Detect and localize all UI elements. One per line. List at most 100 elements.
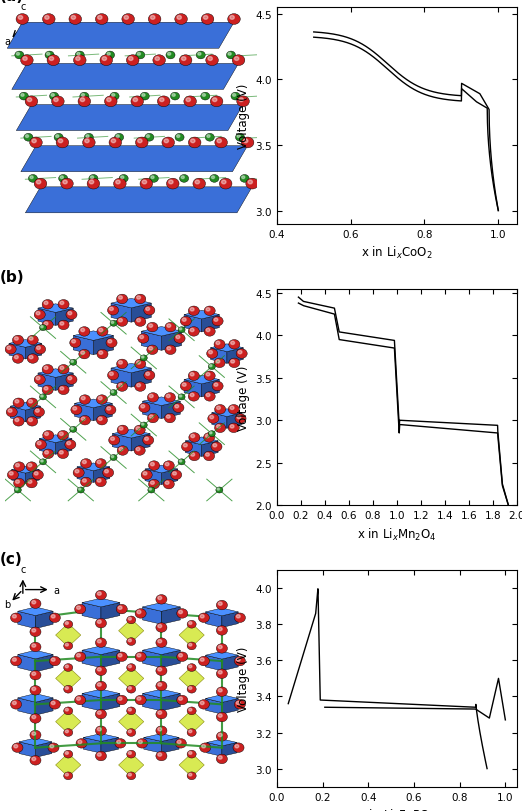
- Polygon shape: [212, 413, 227, 429]
- Polygon shape: [227, 413, 242, 429]
- Circle shape: [200, 743, 211, 753]
- Circle shape: [82, 138, 95, 148]
- Polygon shape: [227, 348, 243, 364]
- Circle shape: [143, 436, 154, 445]
- Circle shape: [138, 740, 143, 744]
- Circle shape: [10, 656, 21, 666]
- Circle shape: [97, 327, 108, 337]
- Polygon shape: [77, 467, 93, 483]
- Circle shape: [137, 611, 141, 614]
- Circle shape: [142, 181, 147, 185]
- Circle shape: [28, 464, 32, 467]
- Circle shape: [74, 56, 86, 67]
- Y-axis label: Voltage (V): Voltage (V): [237, 365, 250, 430]
- Circle shape: [58, 365, 69, 375]
- Polygon shape: [56, 374, 73, 391]
- Polygon shape: [111, 299, 151, 308]
- Circle shape: [65, 687, 68, 689]
- Polygon shape: [82, 646, 120, 654]
- Circle shape: [217, 425, 220, 428]
- Circle shape: [217, 488, 220, 491]
- Circle shape: [15, 337, 18, 341]
- Circle shape: [86, 135, 89, 139]
- Circle shape: [147, 414, 159, 423]
- Polygon shape: [144, 737, 161, 753]
- Polygon shape: [144, 734, 179, 741]
- Circle shape: [190, 308, 194, 311]
- Circle shape: [128, 730, 132, 733]
- Circle shape: [165, 463, 169, 466]
- Circle shape: [49, 656, 61, 666]
- Circle shape: [236, 350, 247, 359]
- Circle shape: [238, 351, 242, 354]
- Polygon shape: [185, 437, 218, 445]
- Polygon shape: [206, 695, 238, 702]
- Circle shape: [158, 624, 162, 628]
- Circle shape: [107, 407, 111, 410]
- Polygon shape: [73, 337, 93, 355]
- Circle shape: [70, 427, 77, 433]
- Circle shape: [208, 414, 219, 424]
- Circle shape: [212, 382, 223, 392]
- Polygon shape: [222, 698, 238, 714]
- Circle shape: [60, 367, 64, 370]
- Circle shape: [54, 99, 58, 102]
- Circle shape: [78, 488, 81, 491]
- Circle shape: [28, 480, 32, 483]
- Circle shape: [41, 396, 43, 397]
- Circle shape: [230, 16, 234, 20]
- Circle shape: [206, 329, 210, 333]
- Circle shape: [167, 347, 171, 350]
- Circle shape: [215, 138, 228, 148]
- Polygon shape: [206, 651, 238, 659]
- Circle shape: [64, 750, 73, 758]
- Circle shape: [44, 367, 48, 370]
- Circle shape: [176, 652, 188, 662]
- Circle shape: [233, 743, 244, 753]
- Polygon shape: [206, 612, 222, 628]
- Circle shape: [32, 601, 35, 604]
- Circle shape: [30, 599, 41, 609]
- Circle shape: [180, 382, 192, 392]
- Polygon shape: [184, 315, 201, 333]
- Circle shape: [117, 426, 128, 435]
- Circle shape: [16, 464, 19, 467]
- Circle shape: [228, 15, 240, 25]
- Circle shape: [72, 341, 76, 344]
- Polygon shape: [82, 689, 120, 698]
- Circle shape: [189, 752, 192, 754]
- Circle shape: [150, 463, 155, 466]
- Text: b: b: [5, 599, 11, 609]
- Circle shape: [229, 358, 240, 368]
- Circle shape: [29, 400, 32, 404]
- Circle shape: [165, 323, 176, 333]
- Circle shape: [110, 93, 119, 101]
- Circle shape: [158, 683, 162, 686]
- Circle shape: [108, 371, 118, 380]
- Circle shape: [140, 336, 144, 339]
- Circle shape: [149, 347, 152, 350]
- Circle shape: [80, 93, 89, 101]
- Circle shape: [187, 707, 196, 714]
- Circle shape: [141, 470, 152, 480]
- Circle shape: [189, 622, 192, 624]
- Circle shape: [13, 336, 23, 345]
- Circle shape: [30, 756, 41, 765]
- Polygon shape: [9, 340, 42, 348]
- Circle shape: [228, 423, 239, 433]
- Polygon shape: [18, 607, 53, 616]
- Circle shape: [235, 744, 239, 748]
- Circle shape: [134, 446, 145, 456]
- Circle shape: [188, 307, 199, 316]
- Circle shape: [104, 470, 109, 474]
- Circle shape: [34, 375, 45, 385]
- Circle shape: [218, 628, 222, 631]
- Polygon shape: [143, 650, 161, 667]
- Circle shape: [32, 644, 35, 647]
- Circle shape: [49, 58, 54, 62]
- Circle shape: [78, 97, 91, 108]
- Circle shape: [178, 394, 185, 401]
- Circle shape: [177, 16, 181, 20]
- Circle shape: [80, 459, 91, 469]
- Circle shape: [190, 329, 194, 333]
